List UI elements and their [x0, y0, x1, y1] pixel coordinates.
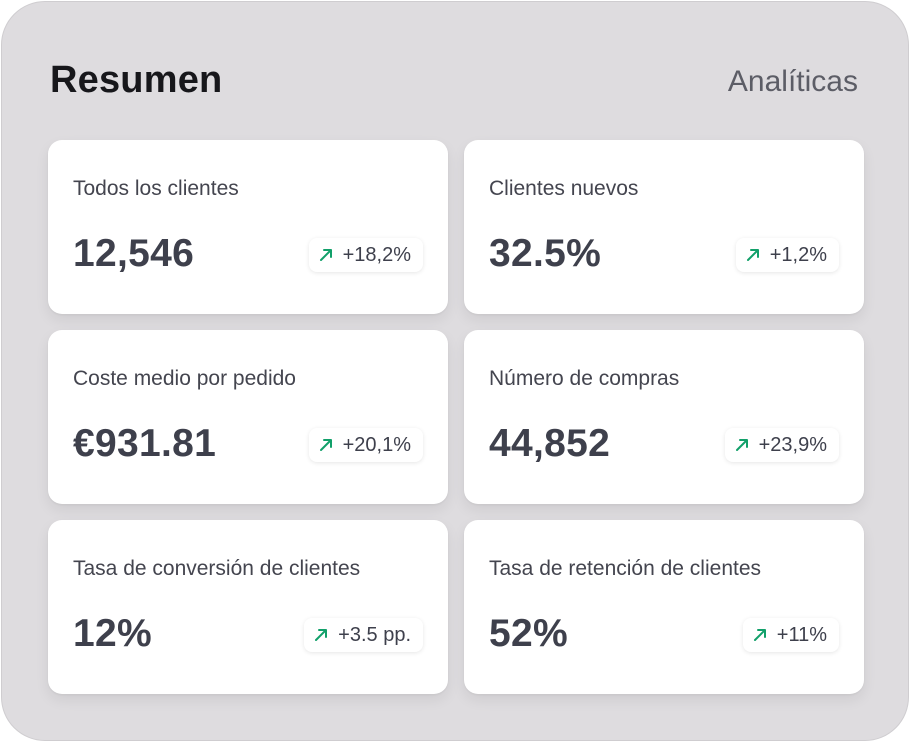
- trend-badge: +18,2%: [308, 238, 423, 272]
- analytics-link[interactable]: Analíticas: [727, 65, 858, 98]
- trend-badge: +1,2%: [735, 238, 839, 272]
- stat-card-purchase-count: Número de compras 44,852 +23,9%: [464, 330, 864, 504]
- arrow-up-right-icon: [746, 249, 759, 261]
- trend-change: +3.5 pp.: [338, 623, 411, 646]
- stat-card-average-order-cost: Coste medio por pedido €931.81 +20,1%: [48, 330, 448, 504]
- stat-card-value: 12,546: [73, 232, 195, 275]
- trend-change: +23,9%: [758, 433, 827, 456]
- stat-card-label: Número de compras: [489, 367, 680, 390]
- trend-change: +11%: [776, 623, 827, 646]
- stat-card-label: Clientes nuevos: [489, 177, 639, 200]
- stat-card-value: 52%: [489, 612, 568, 655]
- stat-card-value: 44,852: [489, 422, 611, 465]
- stat-card-label: Todos los clientes: [73, 177, 239, 200]
- trend-badge: +23,9%: [724, 428, 839, 462]
- trend-badge: +20,1%: [308, 428, 423, 462]
- arrow-up-right-icon: [315, 629, 328, 641]
- trend-badge: +3.5 pp.: [304, 618, 423, 652]
- page-title: Resumen: [50, 59, 223, 101]
- trend-change: +1,2%: [769, 243, 827, 266]
- trend-change: +18,2%: [342, 243, 411, 266]
- stat-card-new-customers: Clientes nuevos 32.5% +1,2%: [464, 140, 864, 314]
- arrow-up-right-icon: [735, 439, 748, 451]
- stat-card-total-customers: Todos los clientes 12,546 +18,2%: [48, 140, 448, 314]
- arrow-up-right-icon: [319, 249, 332, 261]
- stat-card-retention-rate: Tasa de retención de clientes 52% +11%: [464, 520, 864, 694]
- stat-card-conversion-rate: Tasa de conversión de clientes 12% +3.5 …: [48, 520, 448, 694]
- stat-card-label: Coste medio por pedido: [73, 367, 296, 390]
- trend-badge: +11%: [742, 618, 839, 652]
- stat-card-value: €931.81: [73, 422, 217, 465]
- arrow-up-right-icon: [753, 629, 766, 641]
- trend-change: +20,1%: [342, 433, 411, 456]
- stat-card-label: Tasa de retención de clientes: [489, 557, 762, 580]
- stat-card-value: 12%: [73, 612, 152, 655]
- stat-card-label: Tasa de conversión de clientes: [73, 557, 361, 580]
- arrow-up-right-icon: [319, 439, 332, 451]
- stat-card-value: 32.5%: [489, 232, 602, 275]
